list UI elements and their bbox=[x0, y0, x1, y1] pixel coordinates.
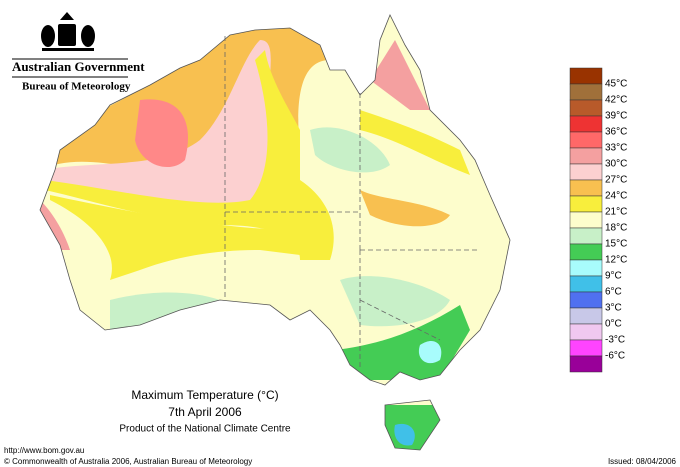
legend-label: 42°C bbox=[605, 95, 627, 106]
legend-label: -3°C bbox=[605, 335, 625, 346]
legend-label: 21°C bbox=[605, 207, 627, 218]
legend-swatch bbox=[569, 275, 603, 293]
legend-label: 9°C bbox=[605, 271, 622, 282]
state-borders bbox=[224, 36, 480, 370]
legend-swatch bbox=[569, 195, 603, 213]
legend-label: 30°C bbox=[605, 159, 627, 170]
legend-swatch bbox=[569, 307, 603, 325]
legend-swatch bbox=[569, 67, 603, 85]
legend-label: 3°C bbox=[605, 303, 622, 314]
legend-swatch bbox=[569, 243, 603, 261]
coat-of-arms bbox=[41, 12, 95, 51]
legend-swatch bbox=[569, 99, 603, 117]
legend-label: 45°C bbox=[605, 79, 627, 90]
coastline bbox=[39, 14, 511, 451]
map-title: Maximum Temperature (°C) bbox=[131, 388, 278, 402]
legend-label: 15°C bbox=[605, 239, 627, 250]
legend-swatch bbox=[569, 163, 603, 181]
legend-label: 24°C bbox=[605, 191, 627, 202]
legend-swatch bbox=[569, 259, 603, 277]
legend-label: 33°C bbox=[605, 143, 627, 154]
legend-swatch bbox=[569, 115, 603, 133]
legend-label: 6°C bbox=[605, 287, 622, 298]
legend-swatch bbox=[569, 211, 603, 229]
legend-label: 36°C bbox=[605, 127, 627, 138]
legend-label: -6°C bbox=[605, 351, 625, 362]
issued: Issued: 08/04/2006 bbox=[608, 457, 677, 466]
organisation: Australian Government bbox=[12, 59, 145, 74]
legend-swatch bbox=[569, 291, 603, 309]
legend-swatch bbox=[569, 179, 603, 197]
legend-swatch bbox=[569, 355, 603, 373]
map-credit: Product of the National Climate Centre bbox=[119, 424, 291, 435]
legend-label: 12°C bbox=[605, 255, 627, 266]
legend-label: 39°C bbox=[605, 111, 627, 122]
legend: 45°C 42°C 39°C 36°C 33°C 30°C 27°C 24°C 21°C 18°C… bbox=[569, 67, 627, 373]
legend-swatch bbox=[569, 83, 603, 101]
legend-swatch bbox=[569, 323, 603, 341]
legend-label: 18°C bbox=[605, 223, 627, 234]
map-date: 7th April 2006 bbox=[168, 405, 242, 419]
legend-label: 0°C bbox=[605, 319, 622, 330]
legend-swatch bbox=[569, 147, 603, 165]
legend-swatch bbox=[569, 131, 603, 149]
legend-swatch bbox=[569, 227, 603, 245]
url: http://www.bom.gov.au bbox=[4, 446, 84, 455]
legend-swatch bbox=[569, 339, 603, 357]
legend-label: 27°C bbox=[605, 175, 627, 186]
agency: Bureau of Meteorology bbox=[22, 81, 131, 93]
copyright: © Commonwealth of Australia 2006, Austra… bbox=[4, 457, 252, 466]
